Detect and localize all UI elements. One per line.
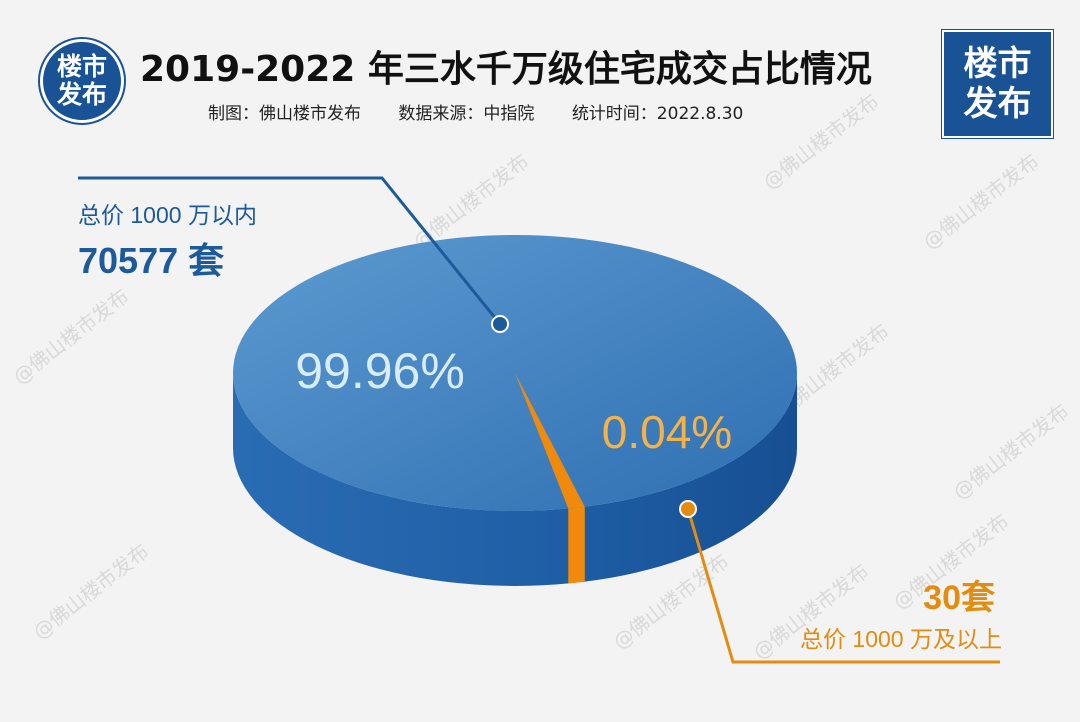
callout-line-slice1 — [78, 176, 502, 325]
pie-side-slice-2 — [568, 506, 585, 584]
logo-left-line1: 楼市 — [56, 52, 107, 81]
chart-title: 2019-2022 年三水千万级住宅成交占比情况 — [140, 49, 872, 90]
watermark-text: @佛山楼市发布 — [758, 89, 883, 194]
slice1-count: 70577 套 — [78, 240, 225, 281]
pie-side-slice-1 — [233, 373, 797, 586]
logo-left-line2: 发布 — [56, 80, 107, 109]
slice1-label: 总价 1000 万以内 — [78, 202, 257, 228]
slice2-label: 总价 1000 万及以上 — [800, 626, 1002, 652]
logo-right-line1: 楼市 — [963, 44, 1032, 84]
watermark-text: @佛山楼市发布 — [28, 539, 153, 644]
callout-dot-slice1 — [491, 315, 509, 333]
watermark-text: @佛山楼市发布 — [8, 284, 133, 389]
slice2-percent-label: 0.04% — [602, 406, 732, 458]
subtitle-source: 数据来源：中指院 — [398, 104, 535, 124]
subtitle-maker: 制图：佛山楼市发布 — [208, 104, 361, 124]
callout-line-slice2 — [686, 508, 1000, 664]
logo-right-line2: 发布 — [963, 84, 1032, 124]
callout-dot-slice2 — [679, 500, 697, 518]
slice1-percent-label: 99.96% — [295, 343, 465, 399]
brand-logo-square: 楼市 发布 — [942, 30, 1053, 138]
watermark-text: @佛山楼市发布 — [948, 399, 1073, 504]
pie-slice-2 — [515, 373, 585, 509]
chart-subtitle: 制图：佛山楼市发布 数据来源：中指院 统计时间：2022.8.30 — [208, 99, 775, 124]
brand-logo-circle: 楼市 发布 — [40, 39, 124, 123]
slice2-count: 30套 — [923, 579, 995, 617]
watermark-text: @佛山楼市发布 — [918, 149, 1043, 254]
subtitle-time: 统计时间：2022.8.30 — [571, 104, 744, 124]
